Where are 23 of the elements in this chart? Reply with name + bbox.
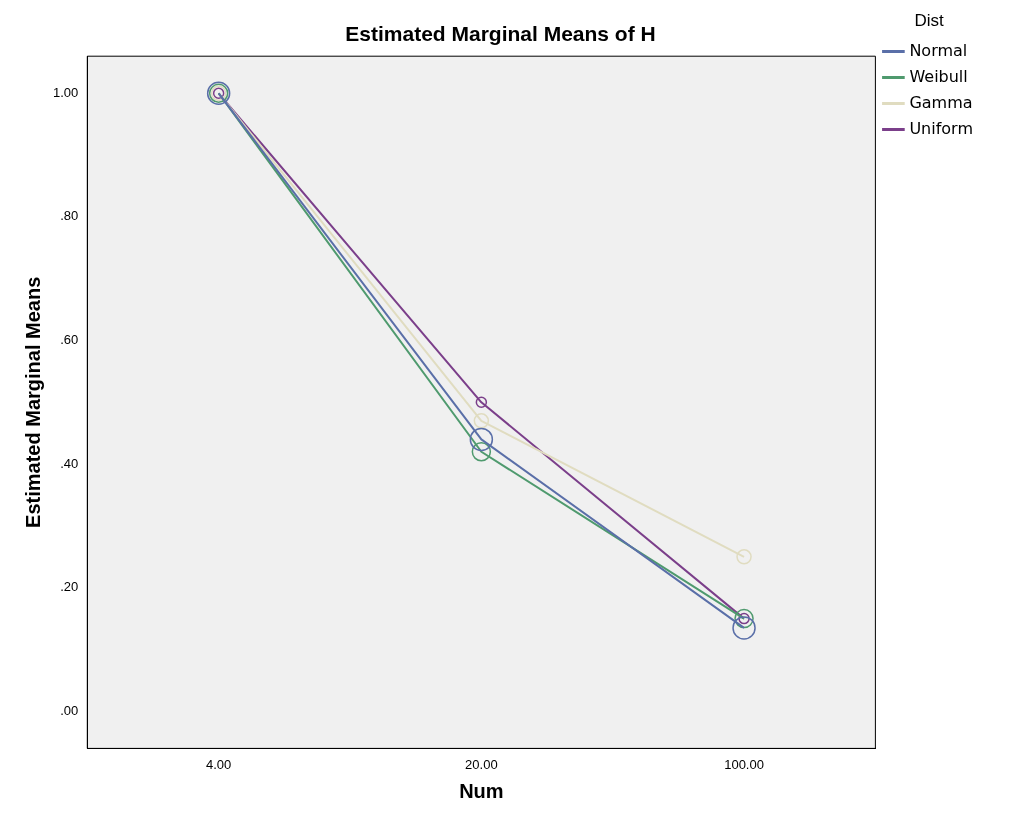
legend-label: Uniform <box>909 118 974 138</box>
legend-label: Normal <box>909 40 968 60</box>
y-tick-label: .20 <box>60 579 79 595</box>
y-tick-label: .40 <box>60 455 79 471</box>
y-tick-label: .00 <box>60 702 79 718</box>
x-tick-label: 4.00 <box>205 756 232 772</box>
point <box>475 396 488 409</box>
x-tick-label: 20.00 <box>465 756 498 772</box>
point <box>471 441 492 462</box>
legend-label: Gamma <box>909 92 973 112</box>
chart-title: Estimated Marginal Means of H <box>345 22 656 46</box>
y-axis-title: Estimated Marginal Means <box>21 276 44 528</box>
point <box>736 549 752 565</box>
y-tick-label: .80 <box>60 208 79 224</box>
y-tick-label: 1.00 <box>52 84 79 100</box>
point <box>469 427 494 452</box>
point <box>473 413 490 429</box>
point <box>732 616 756 640</box>
legend-label: Weibull <box>909 66 968 86</box>
x-axis-title: Num <box>459 779 504 802</box>
y-tick-label: .60 <box>60 332 79 348</box>
x-tick-label: 100.00 <box>724 756 764 772</box>
legend-title: Dist <box>914 11 945 31</box>
